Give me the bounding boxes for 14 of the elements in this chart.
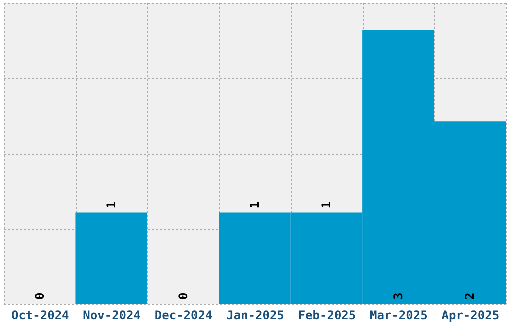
data-label: 1 — [104, 202, 119, 209]
data-label: 0 — [32, 292, 47, 300]
data-label: 3 — [391, 292, 406, 300]
data-label: 1 — [248, 202, 262, 209]
x-tick-label: Apr-2025 — [442, 308, 500, 322]
x-tick-label: Jan-2025 — [226, 308, 284, 322]
x-tick-label: Oct-2024 — [11, 308, 70, 322]
x-tick-label: Mar-2025 — [370, 308, 428, 322]
x-tick-label: Feb-2025 — [298, 308, 356, 322]
data-label: 0 — [176, 292, 190, 300]
x-tick-label: Dec-2024 — [154, 308, 213, 322]
data-label: 1 — [320, 202, 334, 209]
data-label: 2 — [463, 292, 478, 300]
x-tick-label: Nov-2024 — [83, 308, 141, 322]
